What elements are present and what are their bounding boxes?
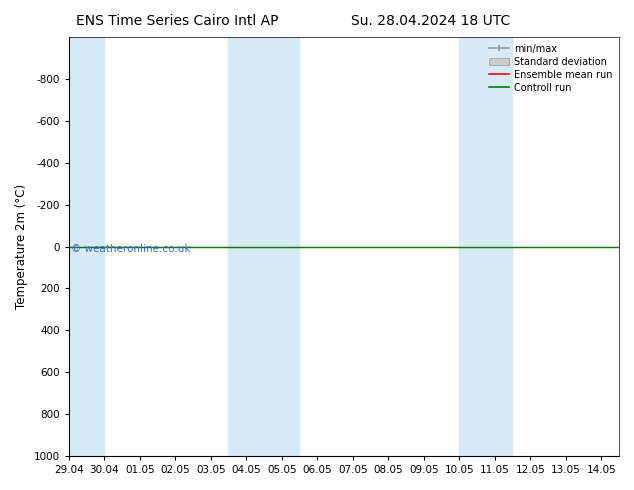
Bar <box>228 37 299 456</box>
Bar <box>68 37 104 456</box>
Text: Su. 28.04.2024 18 UTC: Su. 28.04.2024 18 UTC <box>351 14 511 28</box>
Text: ENS Time Series Cairo Intl AP: ENS Time Series Cairo Intl AP <box>76 14 279 28</box>
Y-axis label: Temperature 2m (°C): Temperature 2m (°C) <box>15 184 28 309</box>
Text: © weatheronline.co.uk: © weatheronline.co.uk <box>72 245 191 254</box>
Bar <box>459 37 512 456</box>
Legend: min/max, Standard deviation, Ensemble mean run, Controll run: min/max, Standard deviation, Ensemble me… <box>486 40 616 97</box>
